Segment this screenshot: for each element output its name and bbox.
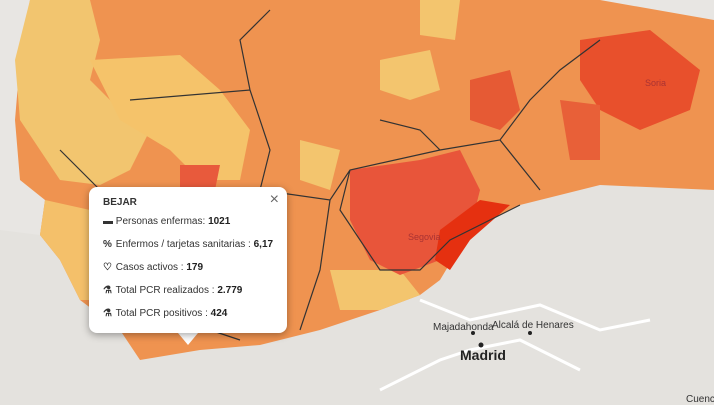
city-dot — [471, 331, 475, 335]
region-low — [90, 55, 250, 180]
row-value: 179 — [186, 262, 204, 273]
row-label: Casos activos : — [115, 262, 184, 273]
region-low — [380, 50, 440, 100]
popup-row: ♡ Casos activos : 179 — [103, 262, 204, 273]
region-high — [580, 30, 700, 130]
row-label: Personas enfermas: — [115, 216, 206, 227]
place-label: Majadahonda — [433, 322, 494, 333]
place-label: Soria — [645, 78, 666, 88]
road — [379, 338, 581, 392]
row-value: 2.779 — [217, 285, 243, 296]
popup-tip — [178, 333, 198, 345]
row-label: Enfermos / tarjetas sanitarias : — [115, 239, 251, 250]
region-low — [300, 140, 340, 190]
row-label: Total PCR positivos : — [115, 308, 208, 319]
popup-row: ⚗ Total PCR positivos : 424 — [103, 308, 228, 319]
place-label: Alcalá de Henares — [492, 320, 574, 331]
region-low — [330, 270, 420, 310]
region-low — [15, 0, 150, 185]
row-value: 1021 — [208, 216, 231, 227]
popup-row: % Enfermos / tarjetas sanitarias : 6,17 — [103, 239, 274, 250]
city-dot — [478, 342, 484, 348]
region-high — [470, 70, 520, 130]
place-label: Madrid — [460, 347, 506, 363]
popup-row: ⚗ Total PCR realizados : 2.779 — [103, 285, 243, 296]
popup-title: BEJAR — [103, 197, 137, 208]
city-dot — [528, 331, 532, 335]
close-button[interactable]: × — [269, 191, 279, 208]
region-high — [180, 165, 220, 190]
region-low — [420, 0, 460, 40]
info-popup: BEJAR × ▬ Personas enfermas: 1021 % Enfe… — [89, 187, 287, 333]
place-label: Segovia — [408, 232, 441, 242]
region-peak — [435, 200, 510, 270]
region-high — [560, 100, 600, 160]
row-label: Total PCR realizados : — [115, 285, 215, 296]
place-label: Cuenc — [686, 394, 714, 405]
row-value: 424 — [210, 308, 228, 319]
land — [0, 185, 714, 405]
row-value: 6,17 — [253, 239, 274, 250]
popup-row: ▬ Personas enfermas: 1021 — [103, 216, 231, 227]
road — [419, 298, 651, 332]
